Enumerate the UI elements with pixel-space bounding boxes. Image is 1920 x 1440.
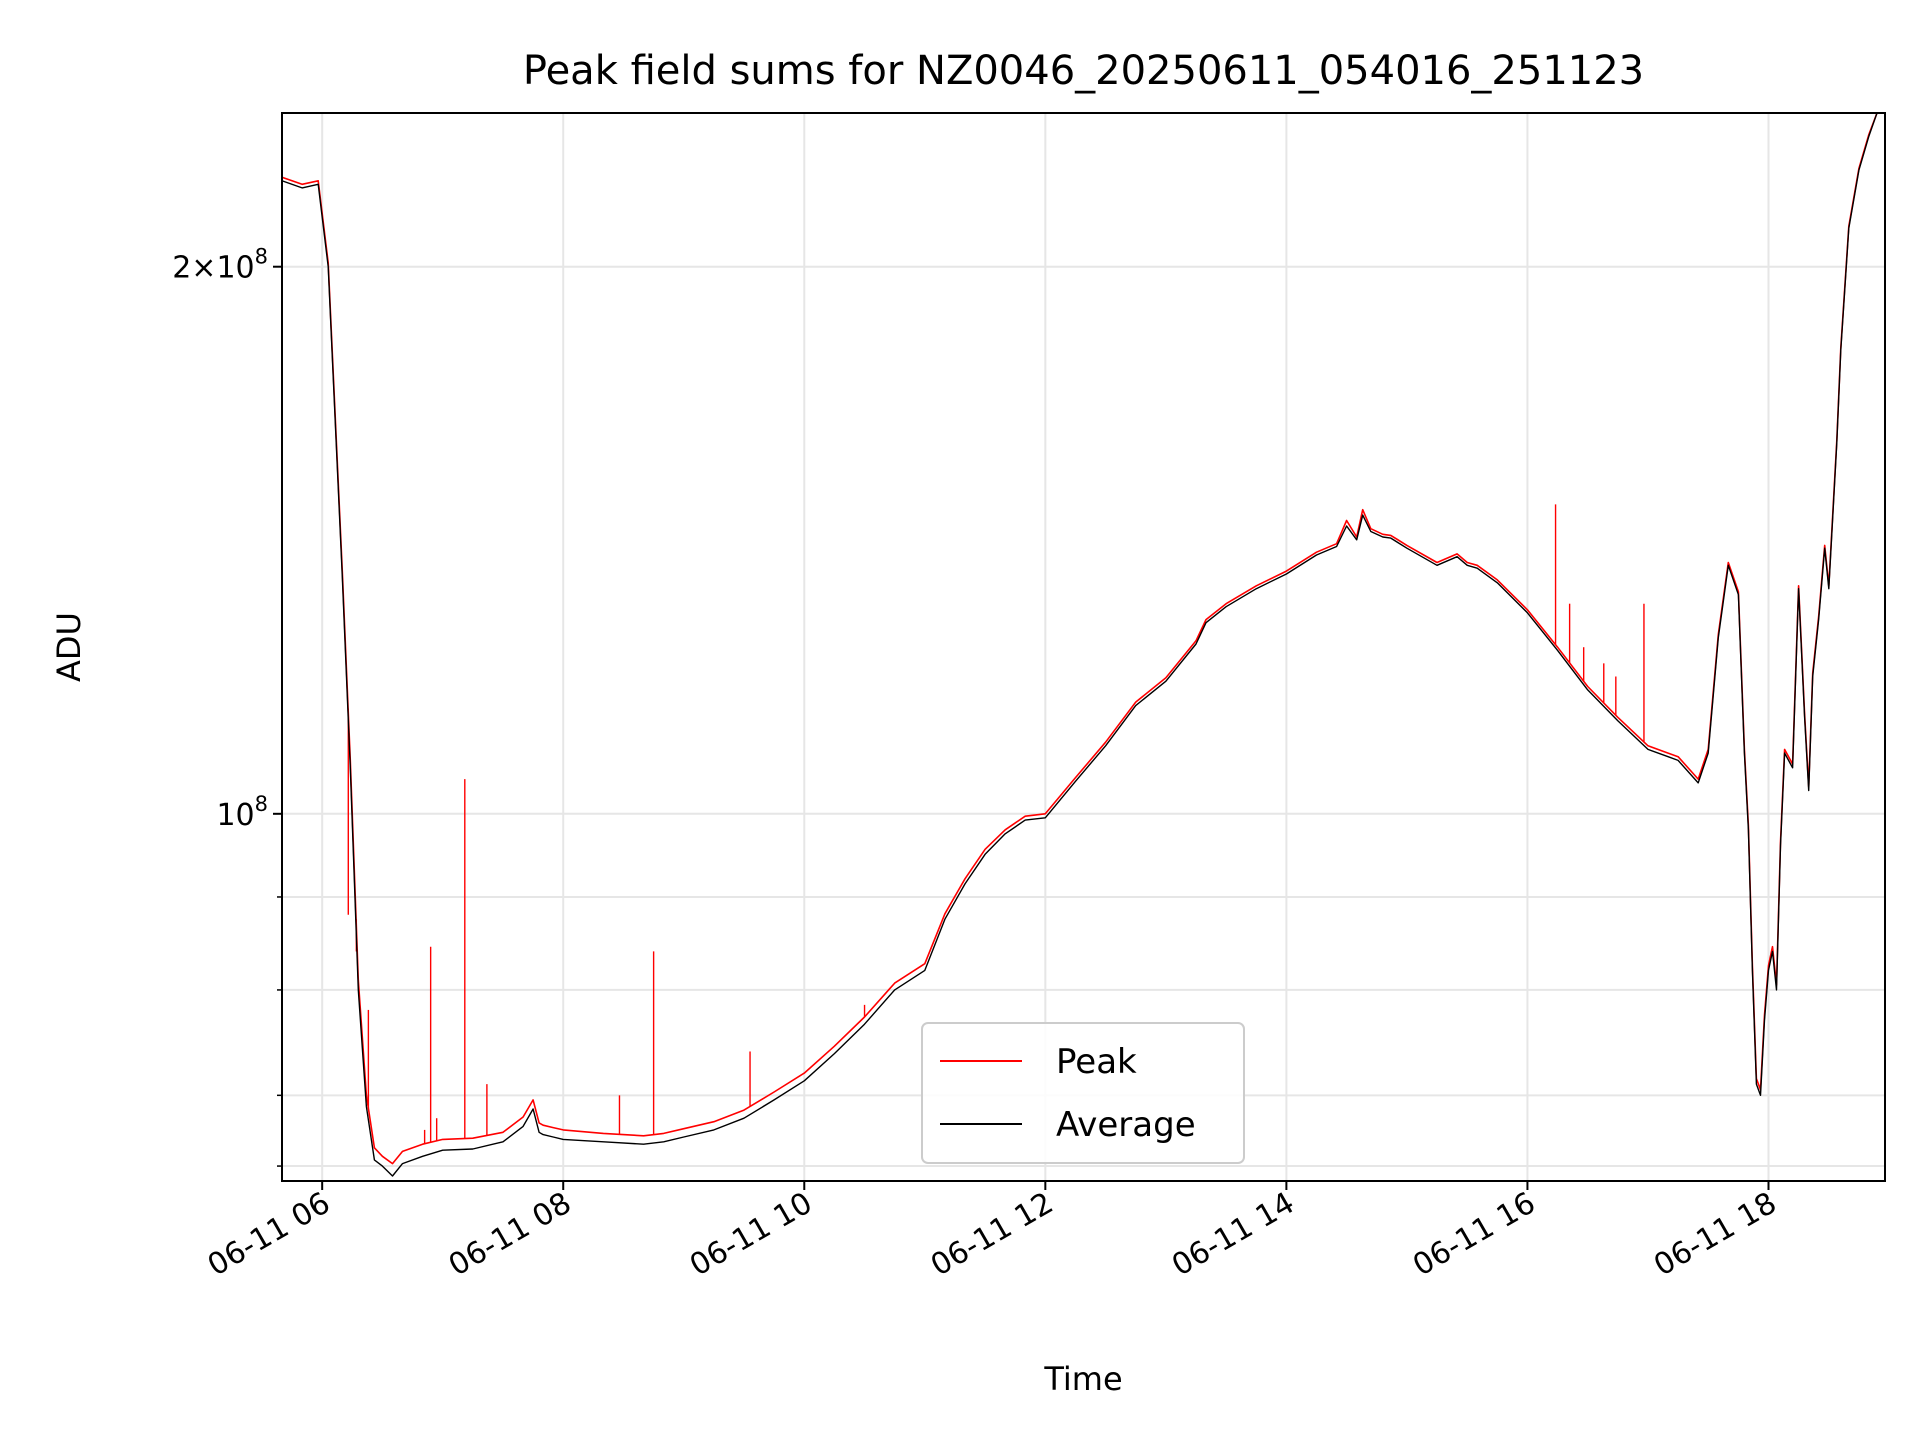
chart-title: Peak field sums for NZ0046_20250611_0540… — [523, 48, 1644, 94]
y-tick-base: 2×10 — [172, 251, 254, 286]
legend-label-average: Average — [1056, 1105, 1196, 1145]
y-tick-exponent: 8 — [255, 792, 268, 816]
y-axis-title: ADU — [50, 612, 88, 682]
series-line-average — [282, 113, 1885, 1177]
y-tick-label: 108 — [216, 792, 268, 833]
grid-lines — [282, 113, 1885, 1181]
y-tick-label: 2×108 — [172, 245, 268, 286]
y-tick-base: 10 — [216, 798, 254, 833]
legend-label-peak: Peak — [1056, 1042, 1137, 1082]
x-axis-title: Time — [1043, 1360, 1122, 1398]
y-tick-exponent: 8 — [255, 245, 268, 269]
legend-box — [921, 1022, 1245, 1164]
plot-frame — [281, 112, 1886, 1182]
plot-data — [282, 113, 1885, 1177]
legend: Peak Average — [921, 1022, 1245, 1164]
